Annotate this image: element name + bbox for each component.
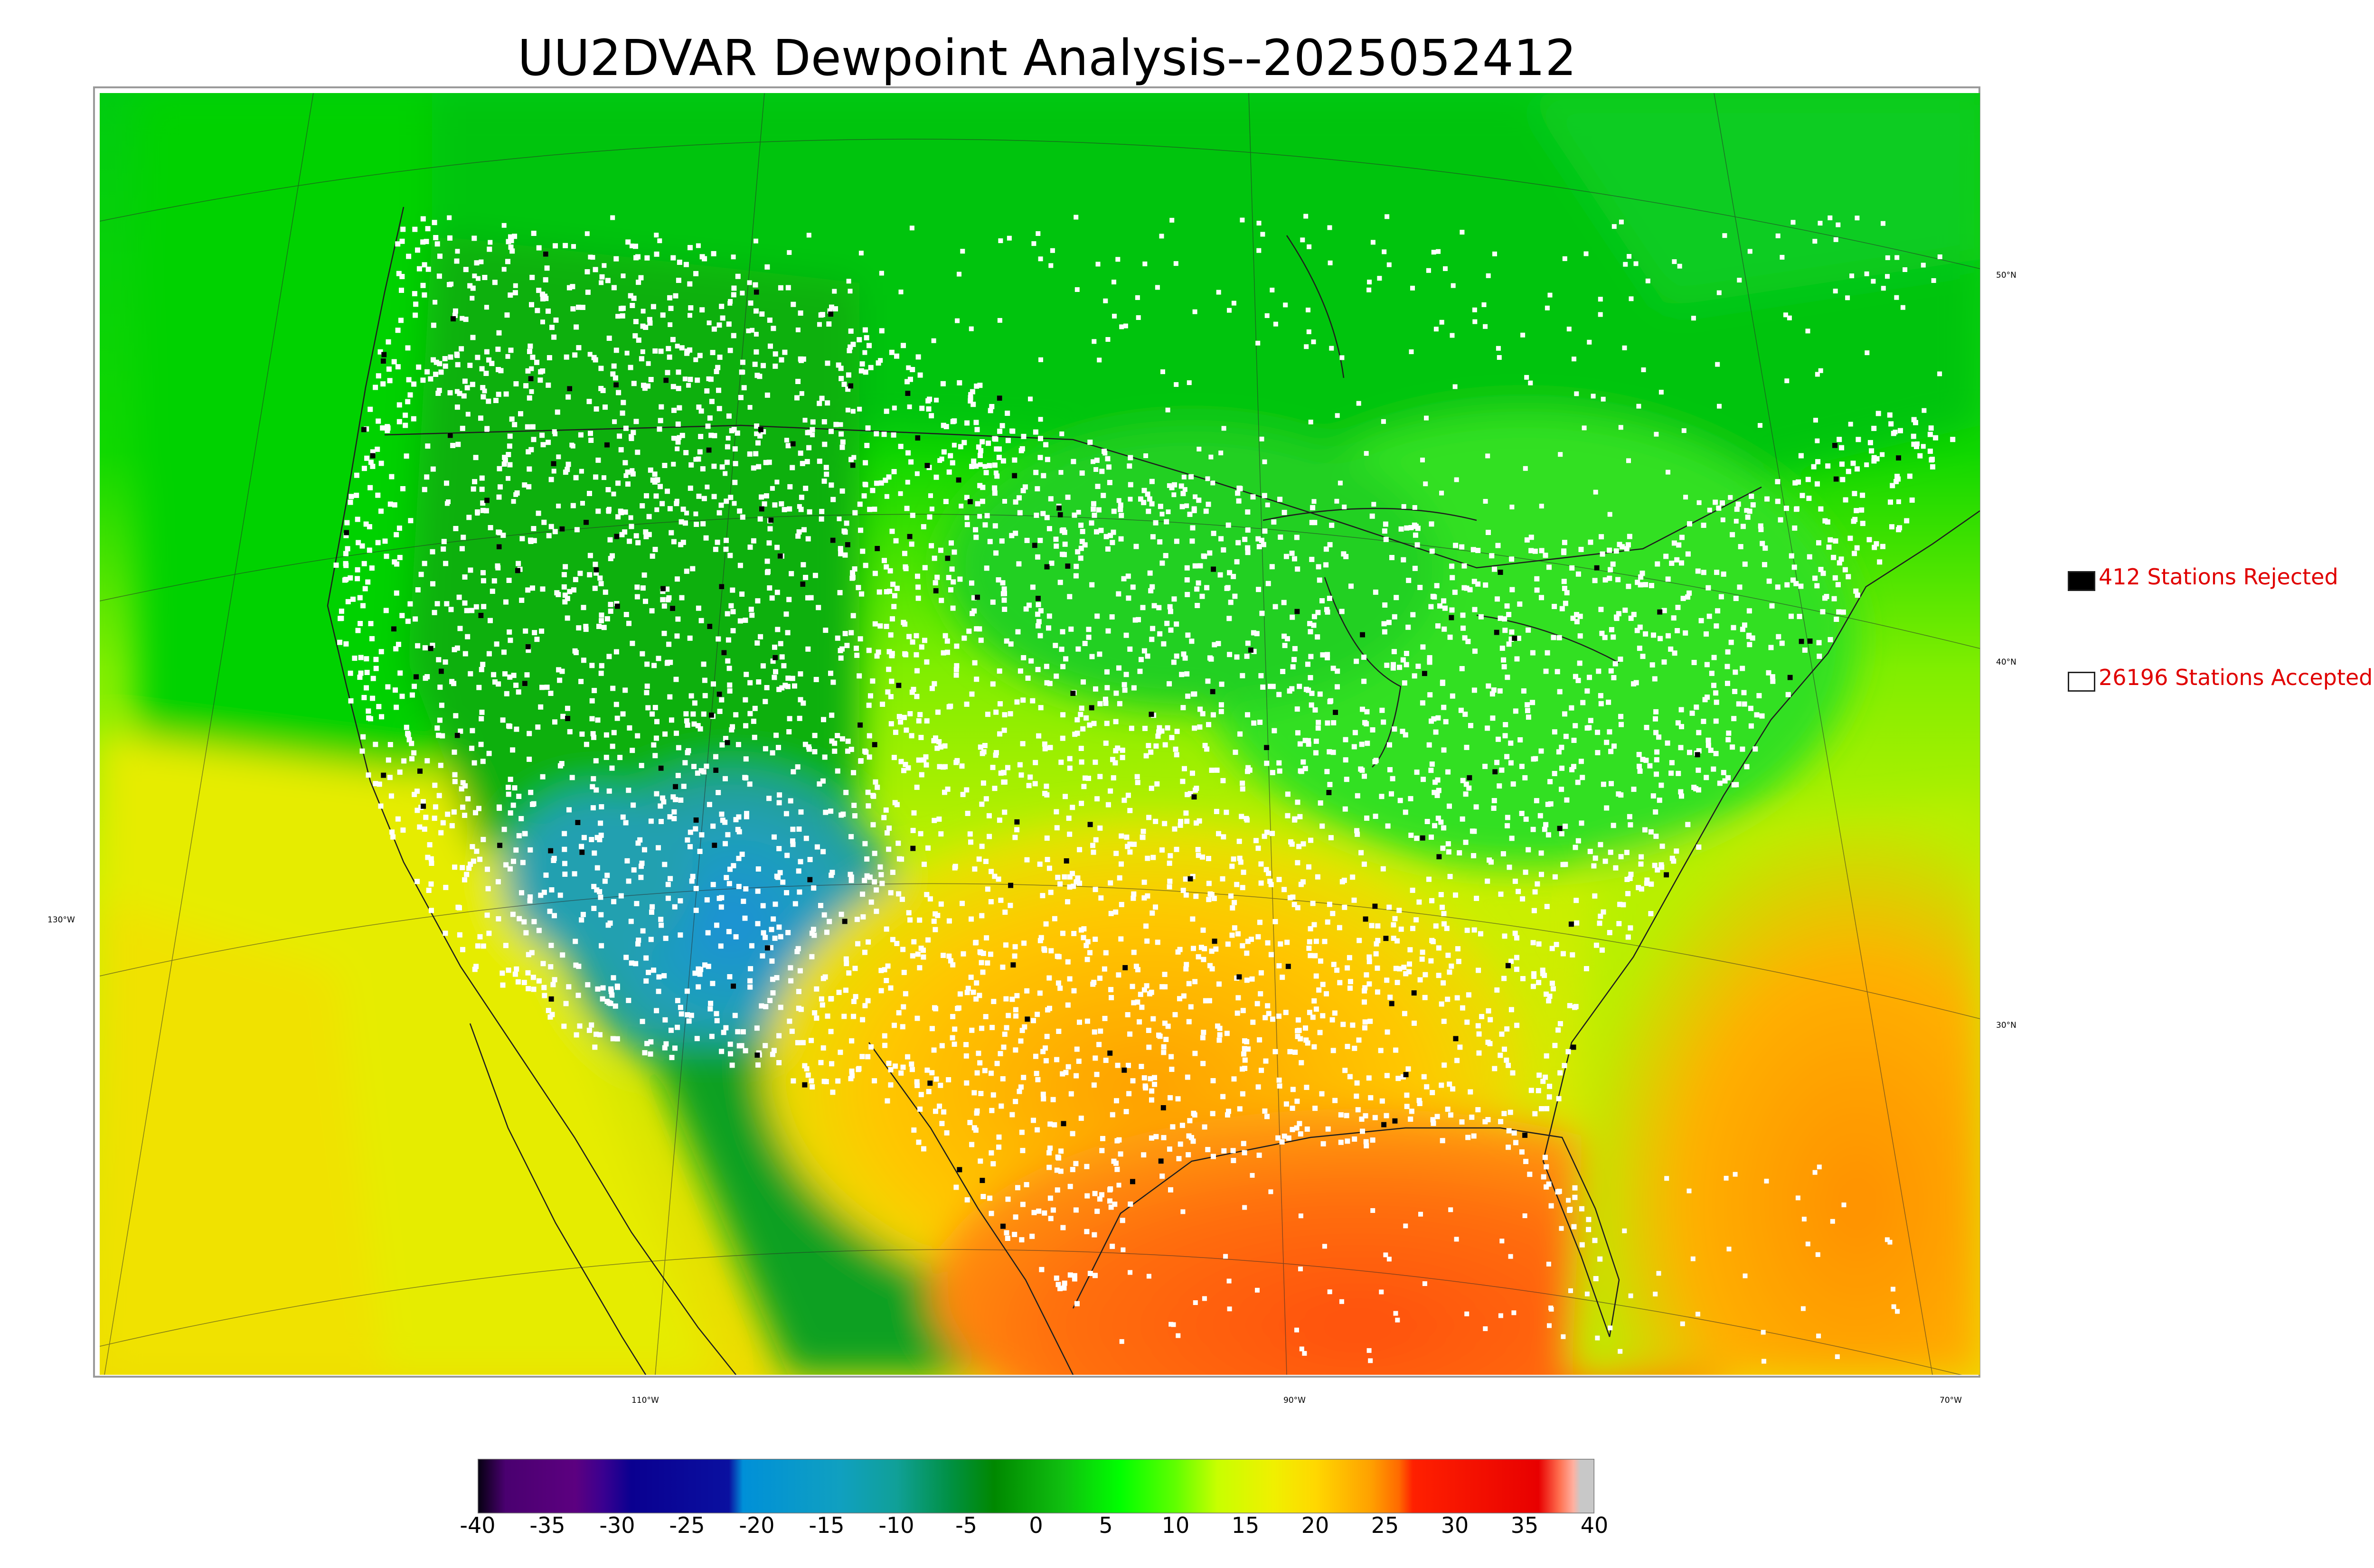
graticule: [100, 93, 1980, 1375]
lat-line-20: [100, 1249, 1962, 1375]
accepted-stations-swatch: [2068, 672, 2095, 692]
upper-midwest: [945, 425, 1439, 710]
colorbar-tick-label: -15: [809, 1512, 845, 1538]
atlantic-coastline: [1542, 510, 1980, 1162]
lake-michigan: [1324, 577, 1402, 768]
accepted-stations-label: 26196 Stations Accepted: [2099, 665, 2373, 690]
lat-line-40: [100, 514, 1980, 649]
pacific-ocean-north: [138, 93, 432, 900]
colorbar-tick-label: 20: [1301, 1512, 1329, 1538]
lat-line-30: [100, 883, 1980, 1019]
lon-line-110: [655, 93, 765, 1375]
colorbar-tick-label: 10: [1161, 1512, 1190, 1538]
colorbar: [478, 1459, 1594, 1513]
lat-label-50: 50°N: [1996, 271, 2016, 280]
lake-superior: [1262, 507, 1477, 521]
atlantic-ocean-south: [1572, 805, 1980, 1375]
colorbar-tick-label: 15: [1231, 1512, 1260, 1538]
colorbar-tick-label: 0: [1029, 1512, 1043, 1538]
lon-line-70: [1714, 93, 1933, 1375]
lon-line-90: [1248, 93, 1287, 1375]
rejected-stations-label: 412 Stations Rejected: [2099, 564, 2338, 590]
colorbar-tick-label: 30: [1441, 1512, 1469, 1538]
lat-line-50: [100, 139, 1980, 269]
station-markers: [333, 214, 1956, 1364]
colorbar-tick-label: -25: [669, 1512, 705, 1538]
colorbar-tick-label: 5: [1099, 1512, 1113, 1538]
rejected-stations-swatch: [2068, 571, 2095, 591]
western-interior: [408, 235, 859, 853]
us-mexico-border: [868, 1042, 1074, 1375]
colorbar-tick-label: 35: [1510, 1512, 1539, 1538]
hudson-region: [1524, 93, 1980, 307]
baja-coastline: [469, 1023, 647, 1375]
colorbar-gradient: [478, 1459, 1594, 1513]
dewpoint-map: [100, 93, 1980, 1375]
colorbar-tick-label: -10: [878, 1512, 914, 1538]
gulf-of-mexico: [931, 1109, 1785, 1375]
lake-erie: [1476, 614, 1620, 664]
pacific-coastline: [327, 207, 736, 1375]
colorbar-tick-label: -40: [460, 1512, 496, 1538]
lat-label-40: 40°N: [1996, 657, 2016, 667]
great-basin-dry-region: [503, 791, 693, 962]
colorbar-tick-label: -5: [955, 1512, 977, 1538]
map-title: UU2DVAR Dewpoint Analysis--2025052412: [518, 29, 1577, 87]
lon-label-90: 90°W: [1283, 1396, 1306, 1405]
colorbar-tick-label: -35: [529, 1512, 565, 1538]
colorbar-tick-label: -30: [599, 1512, 635, 1538]
lon-line-130: [104, 93, 314, 1375]
lon-label-110: 110°W: [631, 1396, 659, 1405]
colorbar-tick-label: 25: [1371, 1512, 1399, 1538]
lat-label-30: 30°N: [1996, 1021, 2016, 1030]
lon-label-130: 130°W: [47, 915, 75, 925]
colorbar-tick-label: 40: [1580, 1512, 1609, 1538]
lon-label-70: 70°W: [1940, 1396, 1962, 1405]
colorbar-tick-label: -20: [739, 1512, 775, 1538]
pacific-ocean-far-south: [100, 900, 385, 1375]
gulf-coastline: [1072, 1127, 1620, 1337]
